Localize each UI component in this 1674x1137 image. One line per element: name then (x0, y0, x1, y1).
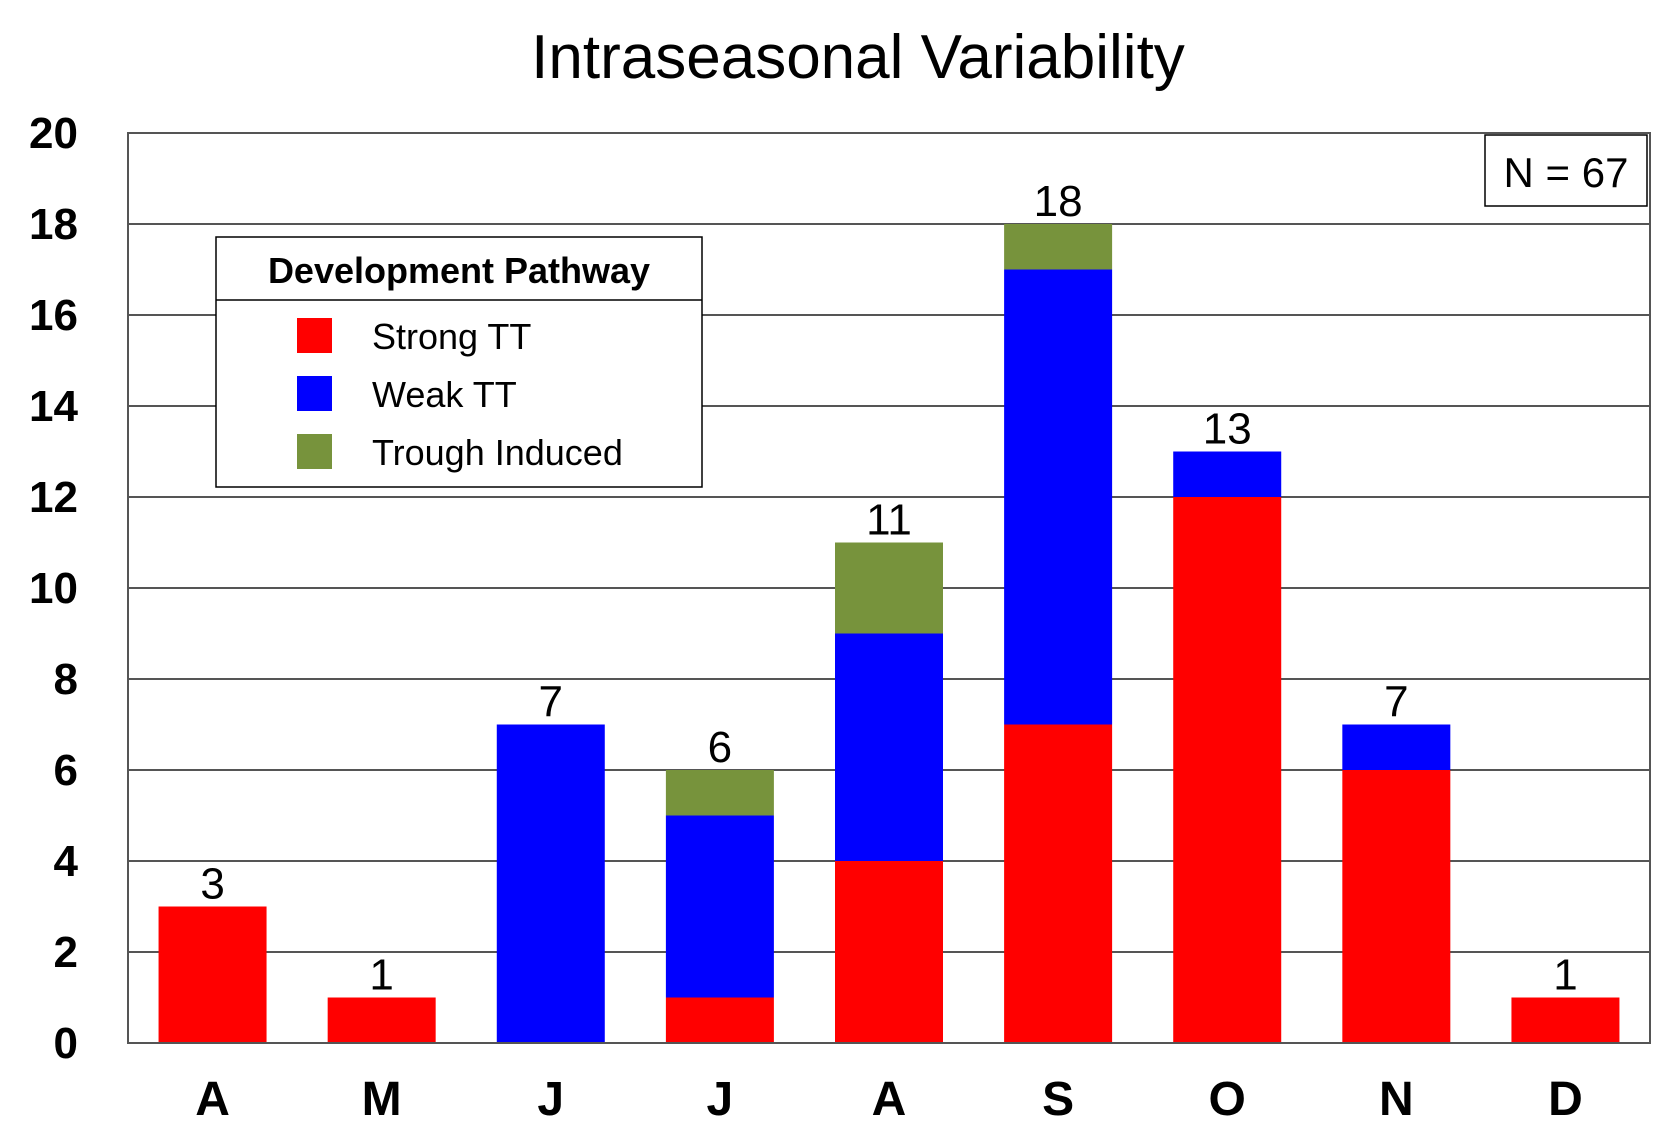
x-tick-label: J (537, 1073, 564, 1126)
legend: Development Pathway Strong TT Weak TT Trou… (215, 236, 703, 488)
bar-segment-strong-tt (158, 906, 267, 1043)
bar-segment-strong-tt (1173, 497, 1282, 1043)
x-tick-label: O (1209, 1073, 1246, 1126)
bar-segment-weak-tt (496, 724, 605, 1043)
data-label-total: 1 (1553, 951, 1577, 1000)
bar-segment-strong-tt (1511, 997, 1620, 1043)
y-tick-label: 18 (29, 200, 78, 249)
plot-frame (127, 132, 1651, 1044)
bar-segment-strong-tt (665, 997, 774, 1043)
data-label-total: 7 (1384, 678, 1408, 727)
chart-title: Intraseasonal Variability (531, 23, 1185, 92)
x-tick-label: D (1548, 1073, 1583, 1126)
legend-title: Development Pathway (268, 250, 650, 291)
bar-segment-trough-induced (835, 542, 943, 634)
data-label-total: 1 (369, 951, 393, 1000)
legend-swatch (297, 434, 332, 469)
bar-segment-strong-tt (1342, 770, 1451, 1043)
bar-segment-trough-induced (665, 770, 774, 816)
sample-size-label: N = 67 (1504, 149, 1629, 196)
bar-segment-strong-tt (1004, 724, 1113, 1043)
y-axis-ticks: 0 2 4 6 8 10 12 14 16 18 20 (29, 109, 78, 1068)
y-tick-label: 12 (29, 473, 78, 522)
y-tick-label: 0 (54, 1019, 78, 1068)
bar-segment-weak-tt (835, 633, 943, 861)
data-label-total: 6 (708, 723, 732, 772)
x-tick-label: M (362, 1073, 402, 1126)
bars (158, 224, 1620, 1043)
y-tick-label: 16 (29, 291, 78, 340)
sample-size-box: N = 67 (1484, 134, 1648, 207)
data-label-total: 18 (1034, 177, 1083, 226)
legend-label: Strong TT (372, 316, 531, 357)
bar-segment-weak-tt (665, 815, 774, 998)
y-tick-label: 14 (29, 382, 78, 431)
y-tick-label: 10 (29, 564, 78, 613)
y-tick-label: 6 (54, 746, 78, 795)
data-labels: 3 1 7 6 11 18 13 7 1 (200, 177, 1577, 1000)
legend-label: Trough Induced (372, 432, 623, 473)
bar-segment-weak-tt (1004, 269, 1113, 725)
data-label-total: 3 (200, 860, 224, 909)
x-tick-label: A (872, 1073, 907, 1126)
bar-segment-weak-tt (1342, 724, 1451, 770)
bar-segment-strong-tt (327, 997, 436, 1043)
y-tick-label: 20 (29, 109, 78, 158)
x-tick-label: N (1379, 1073, 1414, 1126)
data-label-total: 13 (1203, 405, 1252, 454)
y-tick-label: 8 (54, 655, 78, 704)
data-label-total: 11 (866, 496, 912, 545)
x-tick-label: S (1042, 1073, 1074, 1126)
data-label-total: 7 (539, 678, 563, 727)
y-tick-label: 4 (54, 837, 79, 886)
legend-label: Weak TT (372, 374, 517, 415)
y-tick-label: 2 (54, 928, 78, 977)
bar-segment-trough-induced (1004, 224, 1113, 270)
legend-swatch (297, 318, 332, 353)
bar-segment-strong-tt (835, 861, 943, 1043)
sample-size-frame (1484, 134, 1648, 207)
legend-swatch (297, 376, 332, 411)
x-tick-label: A (195, 1073, 230, 1126)
x-tick-label: J (707, 1073, 734, 1126)
bar-segment-weak-tt (1173, 451, 1282, 497)
